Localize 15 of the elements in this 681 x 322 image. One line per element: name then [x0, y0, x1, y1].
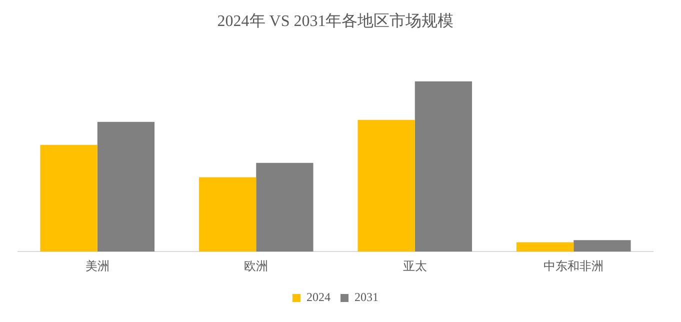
bar: [256, 162, 314, 252]
legend-label: 2024: [306, 290, 330, 304]
x-tick-label: 亚太: [402, 258, 427, 273]
bar: [40, 144, 98, 252]
bar: [574, 240, 631, 252]
bar: [97, 122, 155, 252]
bar: [414, 81, 472, 252]
x-tick-label: 欧洲: [244, 258, 268, 273]
bar: [198, 177, 256, 252]
chart-title: 2024年 VS 2031年各地区市场规模: [217, 12, 454, 30]
bar: [358, 120, 415, 252]
legend-label: 2031: [354, 290, 378, 304]
x-tick-label: 美洲: [85, 258, 110, 273]
x-tick-label: 中东和非洲: [544, 258, 604, 273]
bar: [516, 242, 574, 252]
